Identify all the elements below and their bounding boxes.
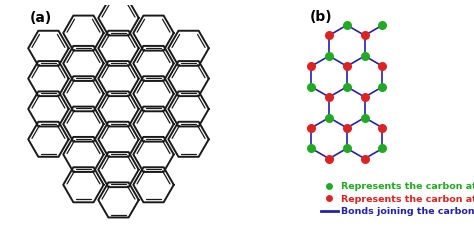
Text: (a): (a)	[30, 11, 52, 25]
Legend: Represents the carbon atoms, Represents the carbon atoms, Bonds joining the carb: Represents the carbon atoms, Represents …	[317, 179, 474, 220]
Text: (b): (b)	[310, 10, 333, 24]
